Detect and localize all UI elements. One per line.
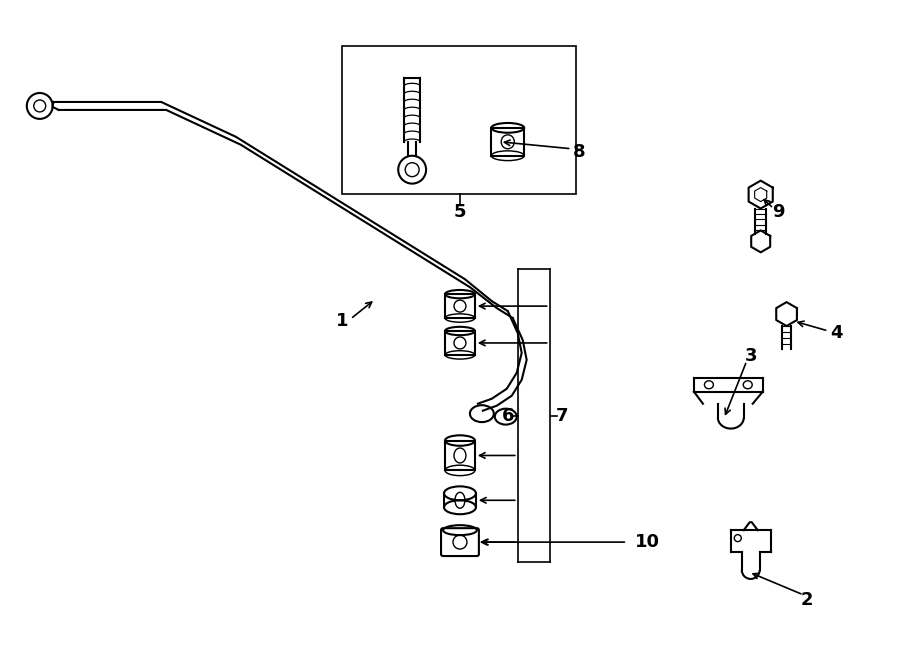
Text: 8: 8	[573, 143, 586, 161]
Text: 3: 3	[744, 347, 757, 365]
Bar	[491, 128, 524, 156]
Bar	[445, 294, 475, 318]
Text: 9: 9	[772, 202, 785, 221]
Bar	[445, 331, 475, 355]
Text: 4: 4	[830, 324, 842, 342]
Text: 5: 5	[454, 202, 466, 221]
Text: 7: 7	[555, 407, 568, 424]
Text: 6: 6	[501, 407, 514, 424]
Text: 1: 1	[337, 312, 348, 330]
Text: 2: 2	[800, 591, 813, 609]
Bar	[343, 46, 577, 194]
Text: 10: 10	[634, 533, 660, 551]
Bar	[445, 440, 475, 471]
